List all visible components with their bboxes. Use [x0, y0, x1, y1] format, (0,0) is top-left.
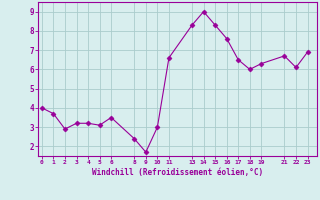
X-axis label: Windchill (Refroidissement éolien,°C): Windchill (Refroidissement éolien,°C) [92, 168, 263, 177]
